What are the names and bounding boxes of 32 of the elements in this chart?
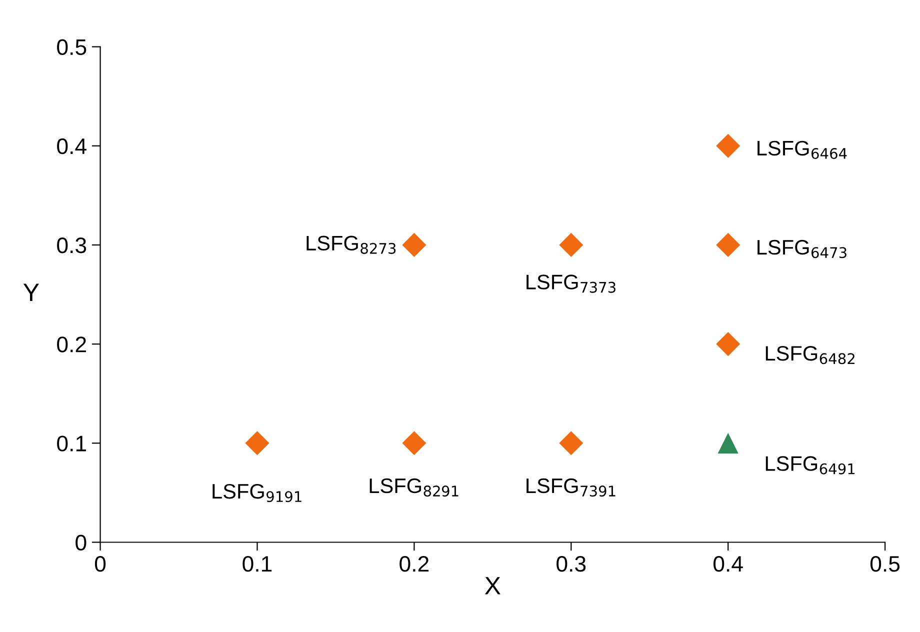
annotation: LSFG$_{9191}$ xyxy=(212,484,302,502)
point xyxy=(716,232,740,257)
y-tick-label: 0.5 xyxy=(57,39,86,56)
x-tick-label: 0.2 xyxy=(400,556,429,572)
y-tick-label: 0.4 xyxy=(57,138,86,154)
y-tick-label: 0.1 xyxy=(57,436,86,452)
point xyxy=(245,431,270,456)
point xyxy=(402,232,426,257)
y-tick-label: 0 xyxy=(76,534,86,551)
point xyxy=(559,232,584,257)
y-tick-label: 0.2 xyxy=(57,336,86,352)
annotation: LSFG$_{6491}$ xyxy=(766,456,855,474)
annotation: LSFG$_{7391}$ xyxy=(526,478,616,497)
x-tick-label: 0 xyxy=(94,556,106,572)
x-tick-label: 0.4 xyxy=(714,556,743,572)
point xyxy=(402,431,426,456)
x-axis-title: X xyxy=(484,577,500,594)
annotation: LSFG$_{8291}$ xyxy=(370,478,458,497)
annotation: LSFG$_{6464}$ xyxy=(758,140,847,160)
x-tick-label: 0.1 xyxy=(242,556,272,572)
y-axis-title: Y xyxy=(23,284,39,301)
point xyxy=(718,432,738,454)
annotation: LSFG$_{6473}$ xyxy=(758,240,846,258)
point xyxy=(559,431,584,456)
x-tick-label: 0.3 xyxy=(556,556,586,572)
y-tick-label: 0.3 xyxy=(57,238,86,254)
annotation: LSFG$_{8273}$ xyxy=(306,236,396,254)
annotation: LSFG$_{7373}$ xyxy=(526,274,616,293)
point xyxy=(716,332,740,356)
annotation: LSFG$_{6482}$ xyxy=(766,346,854,364)
x-tick-label: 0.5 xyxy=(870,556,900,572)
point xyxy=(716,134,740,158)
